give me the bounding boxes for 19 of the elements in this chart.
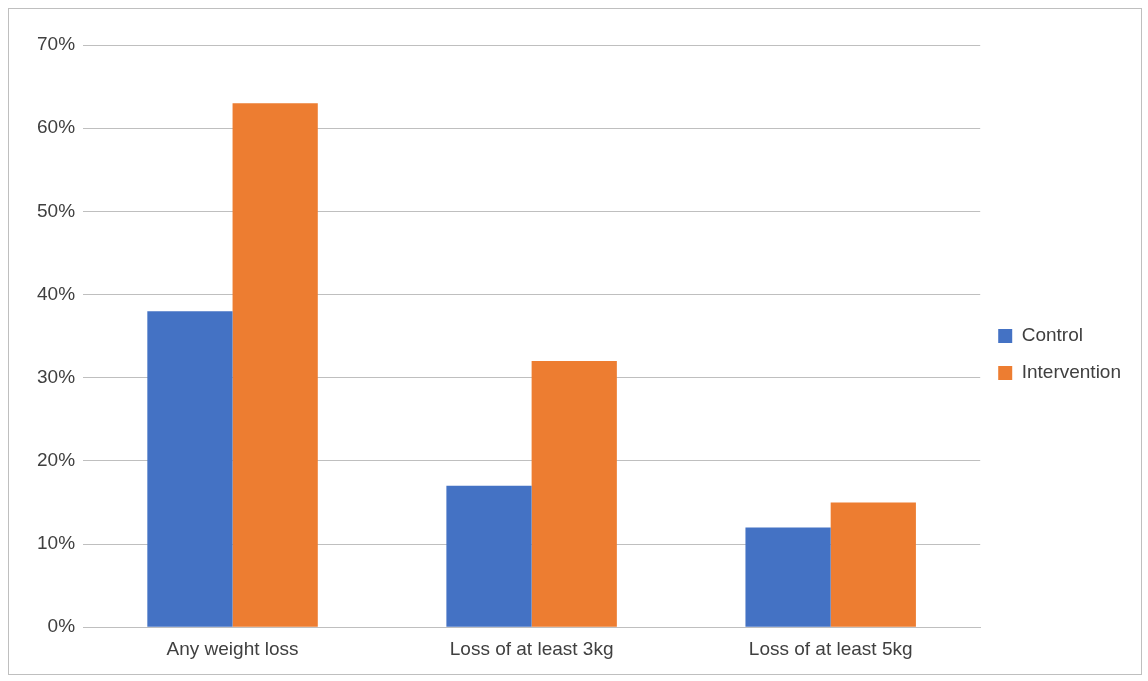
bar — [830, 502, 916, 627]
legend-label: Intervention — [1021, 361, 1122, 383]
legend-label: Control — [1021, 324, 1083, 346]
y-tick-label: 20% — [37, 449, 76, 471]
y-tick-label: 30% — [37, 365, 76, 387]
y-tick-label: 50% — [37, 199, 76, 221]
bar — [531, 361, 617, 627]
bar — [745, 527, 831, 627]
y-tick-label: 70% — [37, 33, 76, 55]
y-tick-label: 40% — [37, 282, 76, 304]
y-tick-label: 0% — [47, 615, 76, 637]
y-tick-label: 60% — [37, 116, 76, 138]
bar — [232, 103, 318, 627]
x-tick-label: Loss of at least 5kg — [748, 637, 913, 659]
x-tick-label: Any weight loss — [166, 637, 299, 659]
bar — [147, 311, 233, 627]
x-tick-label: Loss of at least 3kg — [449, 637, 614, 659]
y-tick-label: 10% — [37, 532, 76, 554]
bar — [446, 485, 532, 627]
